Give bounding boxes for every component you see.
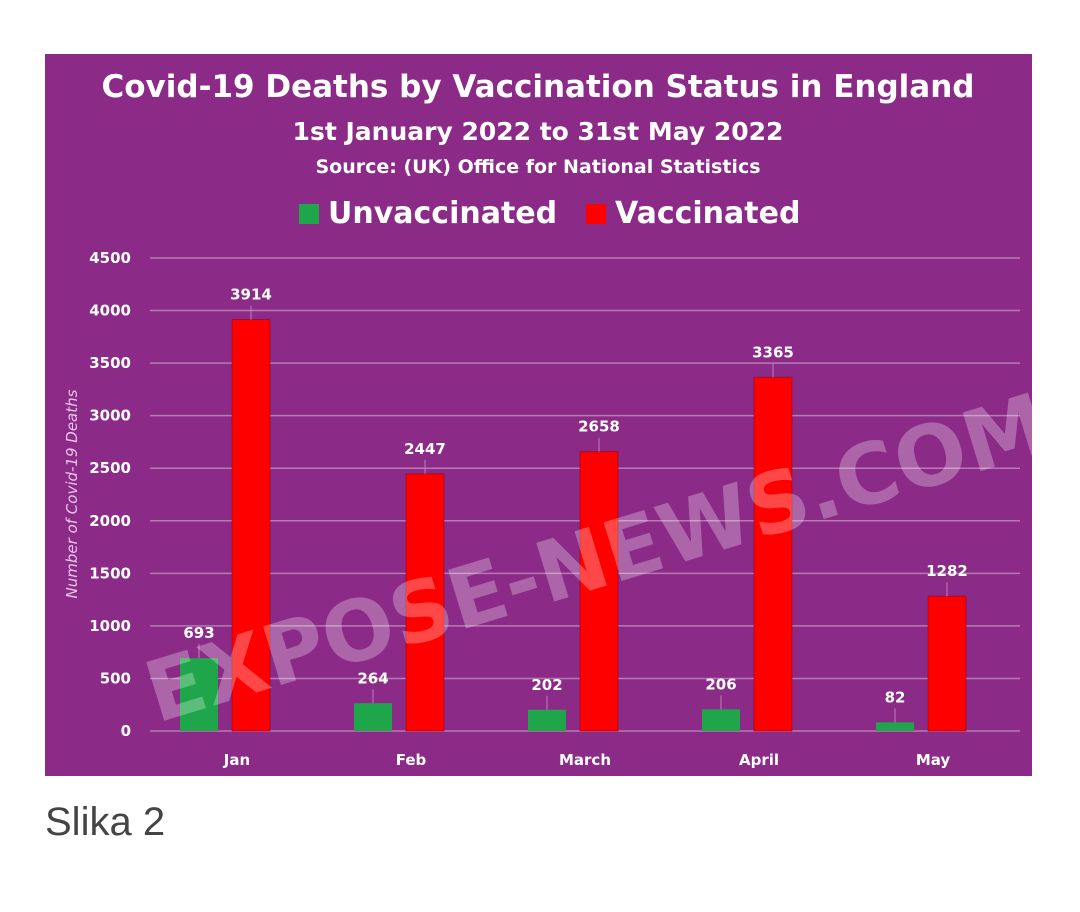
bar-unvaccinated <box>354 703 392 731</box>
bar-unvaccinated <box>702 709 740 731</box>
data-label: 202 <box>531 676 562 694</box>
bar-vaccinated <box>231 319 271 732</box>
data-label: 3914 <box>230 286 272 304</box>
bar-vaccinated <box>927 595 967 732</box>
y-tick-label: 3000 <box>89 407 131 425</box>
chart-panel: Covid-19 Deaths by Vaccination Status in… <box>45 54 1032 776</box>
data-label: 82 <box>885 688 906 706</box>
y-axis-ticks: 0 500 1000 1500 2000 2500 3000 3500 4000 4500 <box>89 249 131 740</box>
x-tick-label: May <box>916 751 951 769</box>
legend-label-unvaccinated: Unvaccinated <box>328 196 557 231</box>
y-tick-label: 500 <box>100 669 131 687</box>
data-label: 2447 <box>404 440 446 458</box>
data-label: 206 <box>705 675 736 693</box>
data-label: 264 <box>357 669 388 687</box>
x-tick-label: March <box>559 751 611 769</box>
chart-subtitle: 1st January 2022 to 31st May 2022 <box>293 117 784 146</box>
y-tick-label: 2500 <box>89 459 131 477</box>
x-axis-ticks: Jan Feb March April May <box>223 751 951 769</box>
y-axis-label: Number of Covid-19 Deaths <box>63 389 81 598</box>
data-label: 1282 <box>926 562 968 580</box>
y-tick-label: 4500 <box>89 249 131 267</box>
bars <box>180 319 967 732</box>
y-tick-label: 3500 <box>89 354 131 372</box>
bar-unvaccinated <box>528 709 566 731</box>
y-tick-label: 0 <box>121 722 131 740</box>
legend-swatch-unvaccinated <box>299 204 319 224</box>
x-tick-label: April <box>739 751 779 769</box>
data-label: 2658 <box>578 418 620 436</box>
figure-caption: Slika 2 <box>45 800 166 844</box>
data-label: 693 <box>183 624 214 642</box>
legend: Unvaccinated Vaccinated <box>299 196 800 231</box>
chart-title: Covid-19 Deaths by Vaccination Status in… <box>102 69 975 105</box>
y-tick-label: 1000 <box>89 617 131 635</box>
x-tick-label: Feb <box>396 751 427 769</box>
bar-chart: Covid-19 Deaths by Vaccination Status in… <box>63 69 1032 769</box>
y-tick-label: 1500 <box>89 564 131 582</box>
y-tick-label: 4000 <box>89 302 131 320</box>
bar-unvaccinated <box>180 658 218 731</box>
bar-vaccinated <box>579 451 619 732</box>
x-tick-label: Jan <box>223 751 250 769</box>
legend-label-vaccinated: Vaccinated <box>615 196 800 231</box>
bar-vaccinated <box>753 376 793 732</box>
bar-vaccinated <box>405 473 445 732</box>
bar-unvaccinated <box>876 722 914 731</box>
legend-swatch-vaccinated <box>586 204 606 224</box>
data-labels: 693 3914 264 2447 202 2658 206 3365 82 1282 <box>183 286 968 723</box>
data-label: 3365 <box>752 343 794 361</box>
chart-source: Source: (UK) Office for National Statist… <box>315 156 760 178</box>
y-tick-label: 2000 <box>89 512 131 530</box>
